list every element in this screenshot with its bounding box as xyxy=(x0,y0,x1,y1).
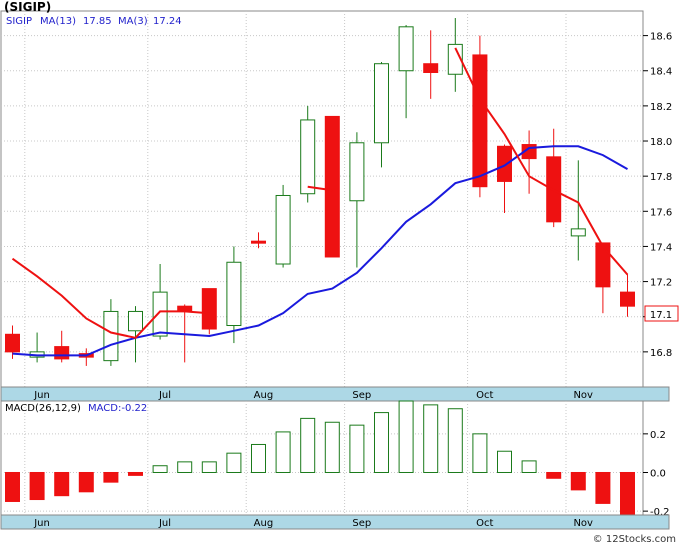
macd-x-label: Nov xyxy=(573,518,593,529)
candle-body xyxy=(226,261,242,327)
macd-bar xyxy=(5,471,20,502)
price-legend: SIGIP MA(13) 17.85 MA(3) 17.24 xyxy=(6,16,182,27)
chart-title: (SIGIP) xyxy=(4,0,51,14)
ma3-line xyxy=(11,47,629,339)
macd-tick-label: 0.0 xyxy=(650,468,666,479)
candle-body xyxy=(275,194,291,265)
candle-body xyxy=(472,54,488,188)
macd-bar xyxy=(423,404,439,473)
watermark: © 12Stocks.com xyxy=(593,534,676,545)
macd-y-axis: -0.2 0.0 0.2 xyxy=(643,430,670,518)
macd-bar xyxy=(374,412,389,473)
macd-bar xyxy=(521,460,537,473)
macd-grid xyxy=(1,401,643,515)
macd-bar xyxy=(177,461,193,473)
macd-bar xyxy=(78,471,94,493)
macd-bar xyxy=(103,471,119,483)
price-tick-label: 17.8 xyxy=(650,172,672,183)
candle-body xyxy=(423,63,439,73)
price-x-axis-labels: Jun Jul Aug Sep Oct Nov xyxy=(33,390,593,401)
macd-bar xyxy=(472,433,488,473)
candle-body xyxy=(595,242,611,288)
macd-bar xyxy=(620,471,635,516)
last-price-label: 17.1 xyxy=(650,310,672,321)
ma3-segment xyxy=(307,185,333,192)
price-x-label: Jun xyxy=(33,390,50,401)
macd-bar xyxy=(300,417,316,473)
macd-bar xyxy=(349,424,365,473)
macd-bar xyxy=(595,471,611,504)
macd-bar xyxy=(398,400,414,473)
price-tick-label: 18.2 xyxy=(650,102,672,113)
price-x-label: Jul xyxy=(158,390,171,401)
price-x-label: Aug xyxy=(254,390,274,401)
macd-bar xyxy=(447,408,463,473)
macd-bar xyxy=(570,471,586,491)
macd-bar xyxy=(152,465,168,473)
macd-x-label: Aug xyxy=(254,518,274,529)
last-price-tag: 17.1 xyxy=(644,305,679,322)
price-tick-label: 18.4 xyxy=(650,67,672,78)
macd-histogram xyxy=(5,400,635,516)
macd-bar xyxy=(497,450,512,473)
macd-legend-value: MACD:-0.22 xyxy=(88,403,147,414)
macd-bar xyxy=(226,452,242,473)
macd-bar xyxy=(29,471,45,501)
candle-body xyxy=(152,291,168,337)
price-tick-label: 17.6 xyxy=(650,207,672,218)
price-x-label: Sep xyxy=(352,390,371,401)
candle-body xyxy=(570,228,586,237)
candle-body xyxy=(398,26,414,72)
candle-body xyxy=(54,346,70,360)
candle-body xyxy=(447,43,463,75)
macd-tick-label: 0.2 xyxy=(650,430,666,441)
macd-x-label: Oct xyxy=(476,518,493,529)
candle-body xyxy=(497,145,512,182)
candle-body xyxy=(201,288,217,330)
price-x-label: Oct xyxy=(476,390,493,401)
candle-body xyxy=(374,63,389,144)
macd-bar xyxy=(54,471,70,497)
price-tick-label: 17.2 xyxy=(650,278,672,289)
macd-bar xyxy=(324,421,340,473)
price-tick-label: 18.6 xyxy=(650,32,672,43)
macd-legend-label: MACD(26,12,9) xyxy=(5,403,81,414)
legend-ma13-value: 17.85 xyxy=(83,16,112,27)
candle-body xyxy=(620,291,635,307)
macd-x-label: Jun xyxy=(33,518,50,529)
ma3-segment xyxy=(454,47,629,276)
price-grid xyxy=(1,11,643,387)
macd-x-label: Jul xyxy=(158,518,171,529)
macd-x-axis-labels: Jun Jul Aug Sep Oct Nov xyxy=(33,518,593,529)
candle-body xyxy=(251,240,266,244)
candle-body xyxy=(300,119,316,195)
price-tick-label: 16.8 xyxy=(650,348,672,359)
price-tick-label: 18.0 xyxy=(650,137,672,148)
legend-symbol: SIGIP xyxy=(6,16,32,27)
candle-body xyxy=(5,333,20,353)
macd-x-axis-band xyxy=(0,514,670,530)
candle-body xyxy=(349,142,365,202)
macd-bar xyxy=(201,461,217,473)
candle-body xyxy=(128,310,143,332)
macd-bar xyxy=(128,471,143,476)
macd-bar xyxy=(546,471,562,479)
macd-tick-label: -0.2 xyxy=(650,507,670,518)
ma3-segment xyxy=(11,257,210,339)
macd-legend: MACD(26,12,9) MACD:-0.22 xyxy=(5,403,147,414)
macd-bar xyxy=(275,431,291,473)
legend-ma13-label: MA(13) xyxy=(40,16,76,27)
ma13-line xyxy=(12,145,628,357)
macd-panel xyxy=(0,400,644,516)
price-x-label: Nov xyxy=(573,390,593,401)
price-x-axis-band xyxy=(0,386,670,402)
candle-body xyxy=(103,310,119,362)
macd-bar xyxy=(251,443,266,473)
macd-x-label: Sep xyxy=(352,518,371,529)
legend-ma3-label: MA(3) xyxy=(118,16,148,27)
candle-body xyxy=(324,115,340,258)
price-tick-label: 17.4 xyxy=(650,242,672,253)
legend-ma3-value: 17.24 xyxy=(153,16,182,27)
